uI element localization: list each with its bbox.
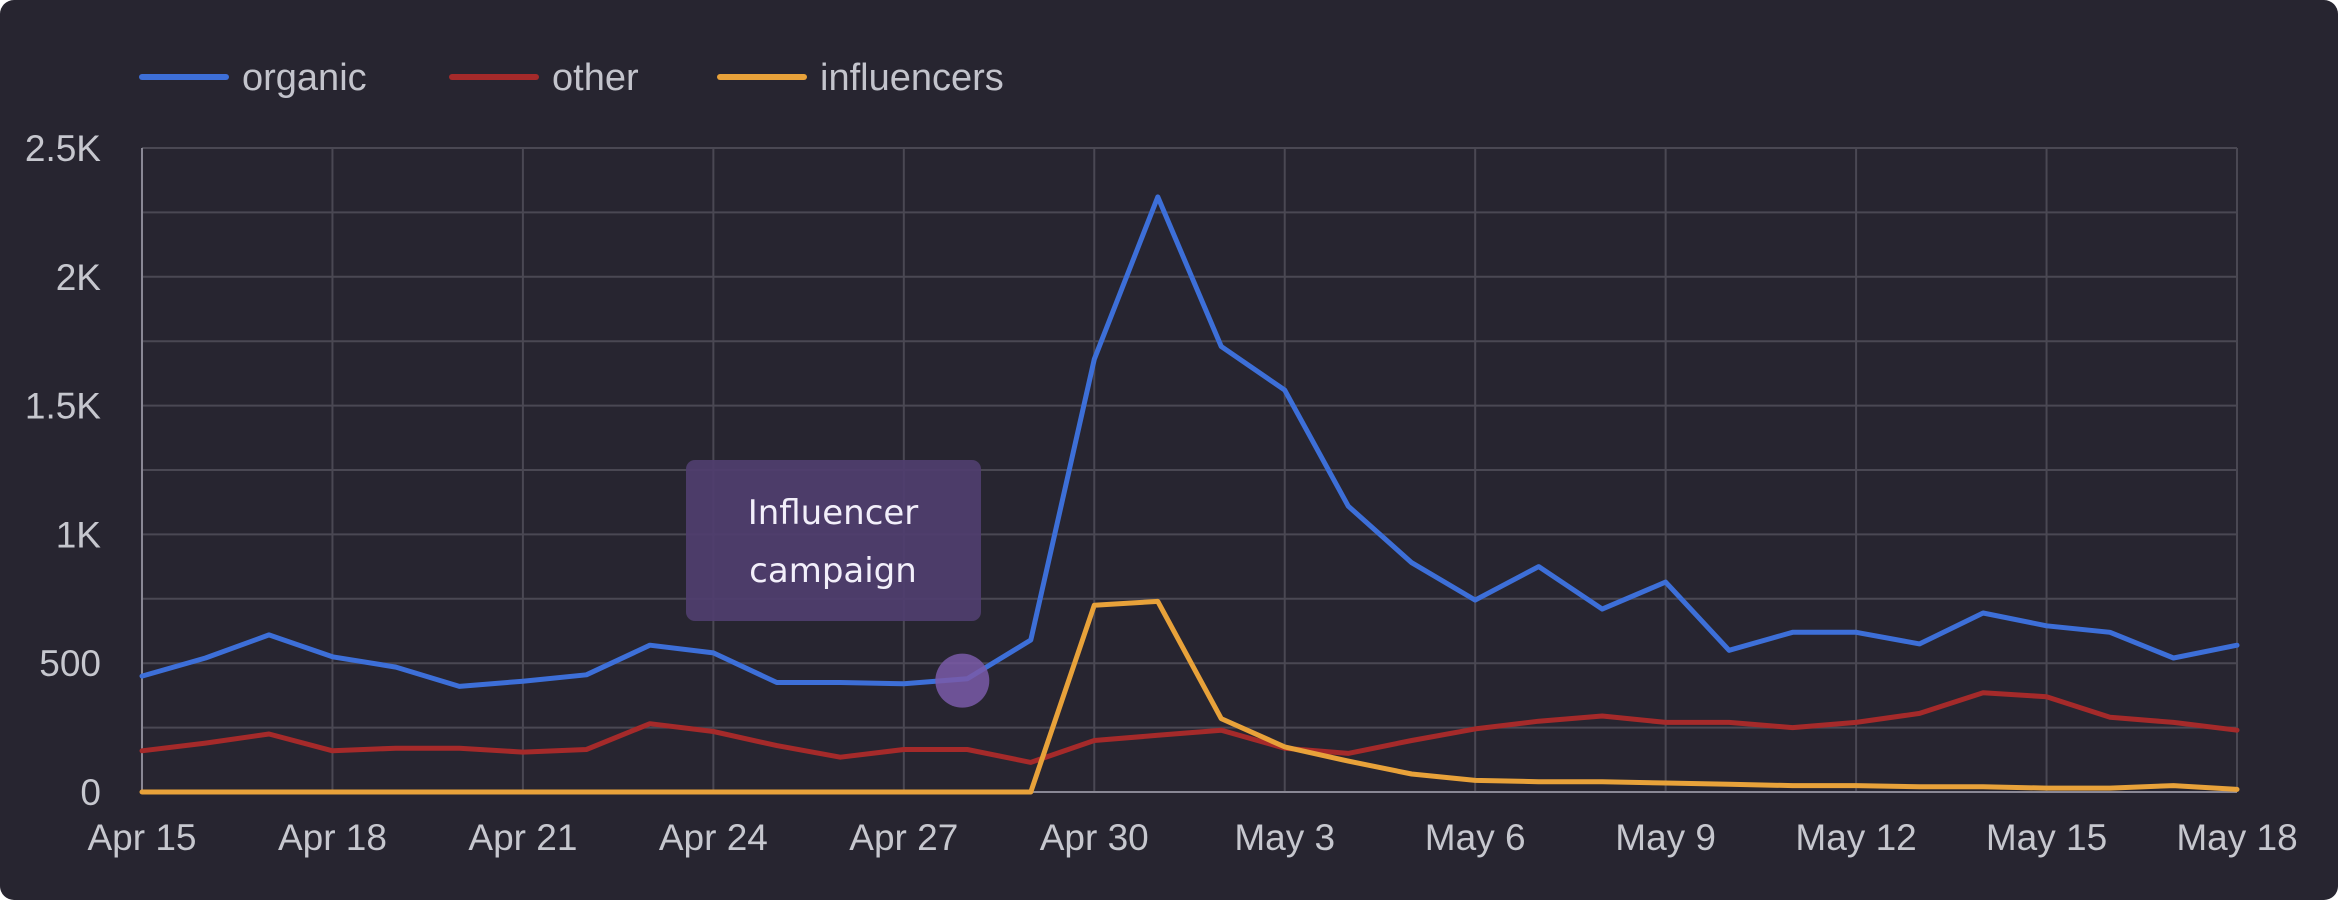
grid bbox=[141, 147, 2238, 793]
y-tick-label: 1.5K bbox=[25, 386, 101, 427]
annotation-text-line2: campaign bbox=[749, 551, 917, 591]
y-tick-label: 2.5K bbox=[25, 128, 101, 169]
legend-label-organic: organic bbox=[242, 57, 367, 99]
annotation: Influencer campaign bbox=[686, 460, 990, 708]
x-tick-label: May 9 bbox=[1615, 817, 1716, 858]
series-lines bbox=[139, 194, 2240, 795]
y-tick-label: 2K bbox=[56, 257, 102, 298]
series-line-influencers bbox=[139, 598, 2240, 795]
x-tick-label: Apr 24 bbox=[659, 817, 768, 858]
x-tick-label: May 18 bbox=[2176, 817, 2297, 858]
x-tick-label: May 6 bbox=[1425, 817, 1526, 858]
x-tick-label: May 15 bbox=[1986, 817, 2107, 858]
series-line-organic bbox=[139, 194, 2240, 689]
legend: organic other influencers bbox=[139, 57, 1004, 99]
x-tick-label: Apr 27 bbox=[849, 817, 958, 858]
y-tick-label: 0 bbox=[80, 772, 101, 813]
annotation-box bbox=[686, 460, 981, 621]
annotation-marker bbox=[935, 653, 990, 708]
annotation-text-line1: Influencer bbox=[748, 493, 919, 533]
x-tick-label: May 12 bbox=[1795, 817, 1916, 858]
y-tick-label: 1K bbox=[56, 514, 102, 555]
x-tick-label: Apr 21 bbox=[468, 817, 577, 858]
y-tick-label: 500 bbox=[39, 643, 101, 684]
x-axis: Apr 15 Apr 18 Apr 21 Apr 24 Apr 27 Apr 30 May … bbox=[87, 817, 2297, 858]
y-axis: 0 500 1K 1.5K 2K 2.5K bbox=[25, 128, 101, 813]
x-tick-label: May 3 bbox=[1234, 817, 1335, 858]
x-tick-label: Apr 15 bbox=[87, 817, 196, 858]
x-tick-label: Apr 18 bbox=[278, 817, 387, 858]
series-line-other bbox=[139, 690, 2240, 765]
legend-label-influencers: influencers bbox=[820, 57, 1004, 99]
x-tick-label: Apr 30 bbox=[1040, 817, 1149, 858]
legend-label-other: other bbox=[552, 57, 639, 99]
